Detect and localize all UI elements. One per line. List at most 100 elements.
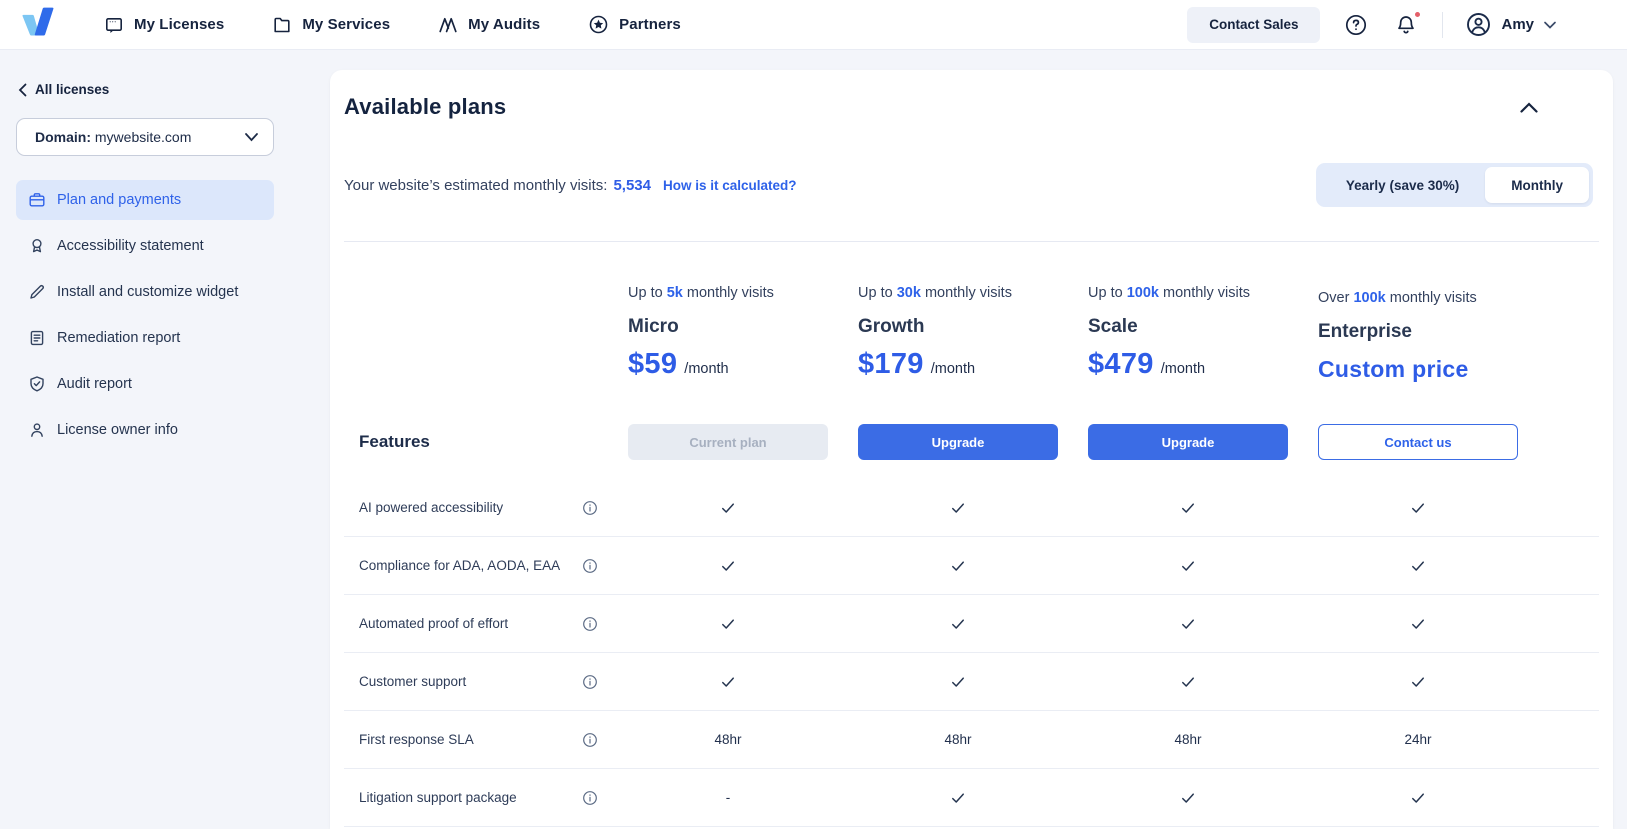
feature-value: [1088, 499, 1288, 517]
nav-label: My Services: [302, 16, 391, 33]
check-icon: [952, 502, 964, 513]
feature-value: [858, 789, 1058, 807]
check-icon: [952, 618, 964, 629]
estimated-visits-label: Your website’s estimated monthly visits:…: [344, 176, 651, 194]
sidebar-item-label: Accessibility statement: [57, 238, 204, 254]
plan-cta-cell: Upgrade: [1088, 424, 1318, 460]
briefcase-icon: [29, 193, 45, 207]
plan-price: $179/month: [858, 348, 976, 380]
sidebar-item-remediation-report[interactable]: Remediation report: [16, 318, 274, 358]
feature-value: [858, 557, 1058, 575]
check-icon: [1412, 502, 1424, 513]
plan-cta-cell: Current plan: [628, 424, 858, 460]
toggle-yearly[interactable]: Yearly (save 30%): [1320, 167, 1485, 203]
feature-value: [1318, 673, 1518, 691]
check-icon: [1182, 502, 1194, 513]
feature-value: [1318, 615, 1518, 633]
medal-icon: [32, 238, 42, 253]
help-button[interactable]: [1342, 11, 1370, 39]
feature-label: Automated proof of effort: [359, 616, 509, 631]
sidebar-item-audit-report[interactable]: Audit report: [16, 364, 274, 404]
feature-value-text: 48hr: [714, 732, 742, 747]
sidebar-item-plan-and-payments[interactable]: Plan and payments: [16, 180, 274, 220]
feature-row: AI powered accessibility: [344, 479, 1599, 537]
feature-label: AI powered accessibility: [359, 500, 504, 515]
pencil-icon: [30, 284, 44, 299]
shield-check-icon: [30, 376, 44, 392]
check-icon: [1412, 560, 1424, 571]
check-icon: [722, 676, 734, 687]
bell-icon: [1398, 15, 1415, 33]
feature-value: 48hr: [628, 732, 828, 747]
feature-row: Litigation support package -: [344, 769, 1599, 827]
collapse-panel-button[interactable]: [1515, 97, 1543, 118]
feature-label: Customer support: [359, 674, 467, 689]
back-to-all-licenses-link[interactable]: All licenses: [18, 82, 330, 97]
sidebar-item-label: License owner info: [57, 422, 178, 438]
sidebar: All licenses Domain: mywebsite.com Plan …: [0, 50, 330, 829]
feature-value: [1088, 615, 1288, 633]
brand-logo-icon[interactable]: [18, 6, 62, 44]
feature-value: [1088, 789, 1288, 807]
feature-label-cell: Customer support: [344, 674, 628, 690]
plan-header-row: Up to 5k monthly visits Micro $59/month …: [344, 242, 1599, 384]
plan-cta-cell: Upgrade: [858, 424, 1088, 460]
info-icon[interactable]: [582, 790, 598, 806]
feature-value: [1088, 673, 1288, 691]
notifications-button[interactable]: [1392, 9, 1423, 39]
features-table: AI powered accessibility Compliance for …: [344, 479, 1599, 827]
info-icon[interactable]: [582, 674, 598, 690]
help-icon: [1346, 14, 1367, 35]
user-menu[interactable]: Amy: [1465, 11, 1557, 38]
check-icon: [952, 792, 964, 803]
check-icon: [1412, 792, 1424, 803]
sidebar-item-label: Plan and payments: [57, 192, 182, 208]
info-icon[interactable]: [582, 500, 598, 516]
plan-name: Micro: [628, 316, 679, 337]
feature-value-text: 48hr: [1174, 732, 1202, 747]
plan-cta-button-micro[interactable]: Current plan: [628, 424, 828, 460]
plan-name: Growth: [858, 316, 925, 337]
contact-sales-button[interactable]: Contact Sales: [1187, 6, 1321, 43]
sidebar-item-accessibility-statement[interactable]: Accessibility statement: [16, 226, 274, 266]
info-icon[interactable]: [582, 616, 598, 632]
toggle-monthly[interactable]: Monthly: [1485, 167, 1589, 203]
check-icon: [1182, 560, 1194, 571]
feature-label: Compliance for ADA, AODA, EAA: [359, 558, 561, 573]
plan-visits-limit: Over 100k monthly visits: [1318, 290, 1477, 306]
plan-cta-button-enterprise[interactable]: Contact us: [1318, 424, 1518, 460]
nav-label: My Audits: [468, 16, 541, 33]
domain-selected-value: Domain: mywebsite.com: [35, 129, 192, 145]
feature-value: 24hr: [1318, 732, 1518, 747]
feature-value: [1318, 557, 1518, 575]
back-link-label: All licenses: [35, 82, 110, 97]
nav-item-my-services[interactable]: My Services: [272, 15, 390, 35]
feature-value-text: 24hr: [1404, 732, 1432, 747]
info-icon[interactable]: [582, 732, 598, 748]
chevron-down-icon: [1544, 21, 1556, 29]
nav-item-my-licenses[interactable]: My Licenses: [104, 15, 224, 35]
check-icon: [1182, 676, 1194, 687]
how-calculated-link[interactable]: How is it calculated?: [663, 177, 797, 193]
nav-item-partners[interactable]: Partners: [588, 14, 681, 35]
plan-header: Up to 30k monthly visits Growth $179/mon…: [858, 242, 1088, 384]
plan-cta-button-scale[interactable]: Upgrade: [1088, 424, 1288, 460]
available-plans-card: Available plans Your website’s estimated…: [330, 70, 1613, 829]
plan-header: Up to 5k monthly visits Micro $59/month: [628, 242, 858, 384]
info-icon[interactable]: [582, 558, 598, 574]
feature-value: [628, 557, 828, 575]
primary-nav: My Licenses My Services My Audits Partne…: [104, 14, 681, 35]
plan-name: Enterprise: [1318, 321, 1412, 342]
estimated-visits-value: 5,534: [613, 176, 651, 194]
feature-value: 48hr: [1088, 732, 1288, 747]
user-name: Amy: [1501, 16, 1534, 33]
plan-cta-button-growth[interactable]: Upgrade: [858, 424, 1058, 460]
sidebar-item-license-owner-info[interactable]: License owner info: [16, 410, 274, 450]
nav-label: My Licenses: [134, 16, 225, 33]
nav-item-my-audits[interactable]: My Audits: [438, 15, 540, 35]
not-included-dash: -: [725, 790, 731, 805]
sidebar-item-install-widget[interactable]: Install and customize widget: [16, 272, 274, 312]
feature-value: -: [628, 790, 828, 805]
feature-label: First response SLA: [359, 732, 474, 747]
domain-selector[interactable]: Domain: mywebsite.com: [16, 118, 274, 156]
